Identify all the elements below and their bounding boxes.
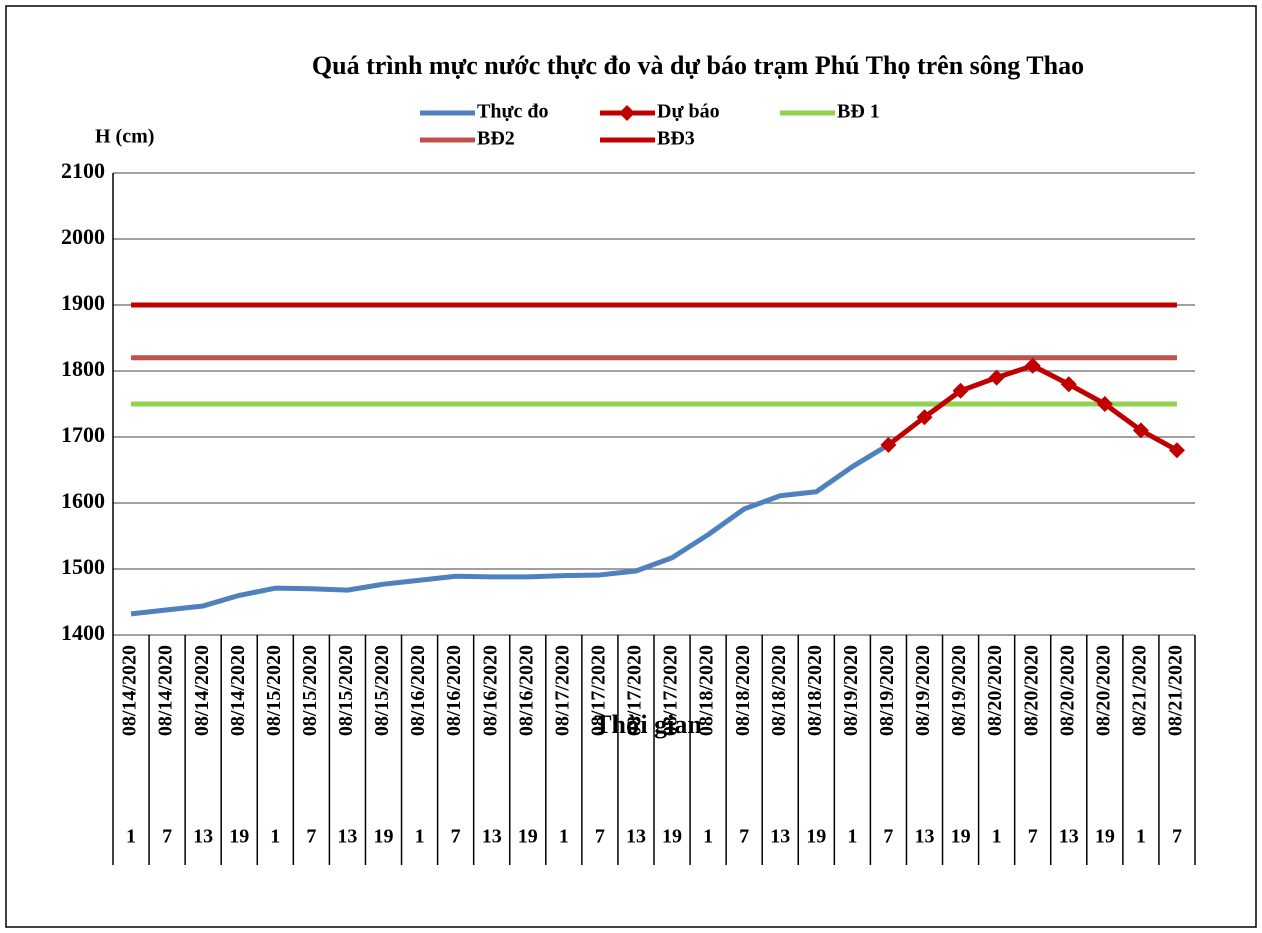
series-marker (988, 369, 1005, 386)
x-tick-date: 08/20/2020 (1056, 645, 1078, 736)
x-tick-hour: 13 (626, 826, 646, 848)
x-axis-label: Thời gian (594, 710, 702, 739)
x-tick-hour: 19 (229, 826, 249, 848)
x-tick-date: 08/21/2020 (1128, 645, 1150, 736)
x-tick-hour: 7 (162, 826, 172, 848)
y-tick-label: 1700 (61, 422, 105, 447)
x-tick-hour: 7 (451, 826, 461, 848)
x-tick-hour: 1 (992, 826, 1002, 848)
x-tick-hour: 19 (518, 826, 538, 848)
series-line (130, 442, 890, 617)
x-tick-date: 08/14/2020 (119, 645, 141, 736)
x-tick-date: 08/16/2020 (479, 645, 501, 736)
y-tick-label: 2100 (61, 158, 105, 183)
series-marker (1024, 357, 1041, 374)
legend-label: Thực đo (477, 101, 548, 123)
x-tick-hour: 19 (951, 826, 971, 848)
x-tick-date: 08/18/2020 (732, 645, 754, 736)
x-tick-date: 08/18/2020 (804, 645, 826, 736)
x-tick-date: 08/17/2020 (660, 645, 682, 736)
y-axis-label: H (cm) (95, 126, 154, 148)
x-tick-hour: 13 (482, 826, 502, 848)
y-tick-label: 1800 (61, 356, 105, 381)
series-marker (1060, 376, 1077, 393)
y-tick-label: 2000 (61, 224, 105, 249)
x-tick-hour: 1 (847, 826, 857, 848)
x-tick-hour: 1 (703, 826, 713, 848)
x-tick-date: 08/20/2020 (1092, 645, 1114, 736)
x-tick-date: 08/17/2020 (587, 645, 609, 736)
series-marker (880, 436, 897, 453)
x-tick-date: 08/17/2020 (551, 645, 573, 736)
legend-label: BĐ2 (477, 128, 515, 150)
legend-label: BĐ3 (657, 128, 695, 150)
x-tick-hour: 13 (915, 826, 935, 848)
x-tick-date: 08/19/2020 (840, 645, 862, 736)
series-marker (952, 382, 969, 399)
x-tick-hour: 7 (306, 826, 316, 848)
x-tick-hour: 7 (1172, 826, 1182, 848)
x-tick-hour: 13 (770, 826, 790, 848)
y-tick-label: 1500 (61, 554, 105, 579)
x-tick-hour: 13 (337, 826, 357, 848)
x-tick-date: 08/14/2020 (191, 645, 213, 736)
x-tick-date: 08/19/2020 (948, 645, 970, 736)
x-tick-date: 08/15/2020 (371, 645, 393, 736)
x-tick-date: 08/18/2020 (768, 645, 790, 736)
x-tick-hour: 1 (126, 826, 136, 848)
series-marker (1096, 396, 1113, 412)
series-marker (1132, 422, 1149, 439)
x-tick-date: 08/15/2020 (263, 645, 285, 736)
x-tick-date: 08/21/2020 (1165, 645, 1187, 736)
chart-title: Quá trình mực nước thực đo và dự báo trạ… (312, 51, 1084, 80)
x-tick-hour: 7 (595, 826, 605, 848)
y-tick-label: 1400 (61, 620, 105, 645)
x-tick-date: 08/20/2020 (1020, 645, 1042, 736)
x-tick-date: 08/14/2020 (227, 645, 249, 736)
x-tick-date: 08/14/2020 (155, 645, 177, 736)
x-tick-date: 08/16/2020 (515, 645, 537, 736)
x-tick-hour: 1 (559, 826, 569, 848)
x-tick-date: 08/15/2020 (335, 645, 357, 736)
legend-label: BĐ 1 (837, 101, 880, 123)
x-tick-hour: 19 (806, 826, 826, 848)
x-tick-hour: 7 (739, 826, 749, 848)
x-tick-date: 08/18/2020 (696, 645, 718, 736)
x-tick-date: 08/15/2020 (299, 645, 321, 736)
x-tick-date: 08/17/2020 (624, 645, 646, 736)
series-marker (1168, 442, 1185, 459)
series-marker (916, 409, 933, 426)
x-tick-hour: 13 (193, 826, 213, 848)
x-tick-hour: 19 (374, 826, 394, 848)
y-tick-label: 1600 (61, 488, 105, 513)
x-tick-date: 08/16/2020 (443, 645, 465, 736)
x-tick-date: 08/19/2020 (912, 645, 934, 736)
x-tick-hour: 1 (270, 826, 280, 848)
x-tick-hour: 13 (1059, 826, 1079, 848)
legend-marker (619, 105, 635, 121)
x-tick-hour: 1 (1136, 826, 1146, 848)
y-tick-label: 1900 (61, 290, 105, 315)
x-tick-hour: 7 (883, 826, 893, 848)
x-tick-date: 08/19/2020 (876, 645, 898, 736)
x-tick-hour: 7 (1028, 826, 1038, 848)
x-tick-hour: 19 (1095, 826, 1115, 848)
x-tick-hour: 19 (662, 826, 682, 848)
chart-border (5, 5, 1257, 928)
x-tick-hour: 1 (415, 826, 425, 848)
x-tick-date: 08/20/2020 (984, 645, 1006, 736)
x-tick-date: 08/16/2020 (407, 645, 429, 736)
legend-label: Dự báo (657, 101, 720, 123)
